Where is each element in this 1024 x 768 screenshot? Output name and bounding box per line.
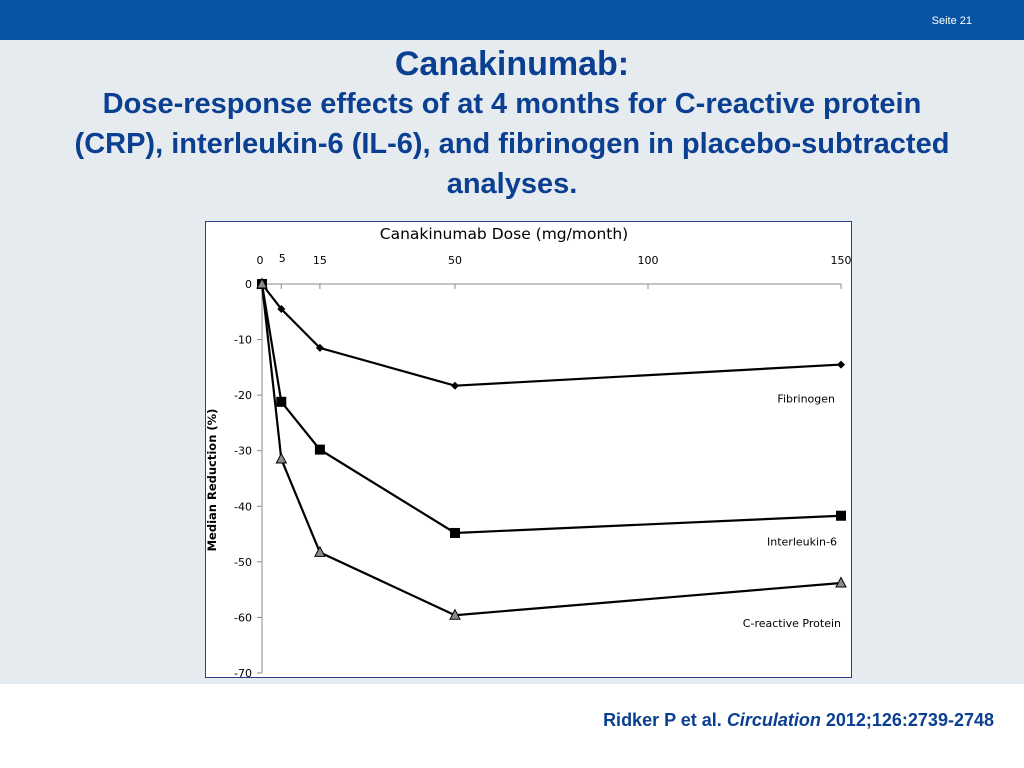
y-axis-label: Median Reduction (%) [206, 409, 219, 552]
series-line [260, 283, 842, 617]
citation-ref: 2012;126:2739-2748 [825, 710, 994, 730]
data-point-marker [256, 277, 268, 289]
x-tick-label: 50 [448, 254, 462, 267]
y-tick-label: -70 [234, 667, 252, 677]
data-point-marker [837, 360, 845, 369]
chart-title: Canakinumab Dose (mg/month) [380, 225, 628, 243]
x-tick-label: 5 [279, 252, 286, 265]
series-label: Fibrinogen [777, 393, 835, 406]
x-tick-label: 100 [638, 254, 659, 267]
data-point-marker [835, 576, 847, 588]
dose-response-chart: Canakinumab Dose (mg/month) Median Reduc… [206, 225, 852, 677]
data-point-marker [276, 396, 287, 407]
data-point-marker [451, 381, 459, 390]
chart-frame: Canakinumab Dose (mg/month) Median Reduc… [205, 221, 852, 678]
data-point-marker [315, 343, 324, 352]
citation: Ridker P et al. Circulation 2012;126:273… [603, 710, 994, 731]
series-label: Interleukin-6 [767, 536, 837, 549]
data-point-marker [314, 444, 325, 455]
y-tick-label: -50 [234, 556, 252, 569]
y-tick-label: -30 [234, 445, 252, 458]
y-tick-label: 0 [245, 278, 252, 291]
data-point-marker [277, 305, 286, 314]
series-line [260, 283, 842, 535]
citation-journal: Circulation [726, 710, 821, 730]
slide-title: Canakinumab: [394, 45, 630, 83]
y-tick-label: -60 [234, 611, 252, 624]
top-bar: Seite 21 [0, 0, 1024, 40]
title-block: Canakinumab: Dose-response effects of at… [0, 44, 1024, 204]
series-label: C-reactive Protein [743, 617, 841, 630]
data-point-marker [314, 545, 326, 557]
data-point-marker [449, 608, 461, 620]
data-point-marker [275, 452, 288, 464]
data-point-marker [450, 527, 460, 538]
x-tick-label: 0 [257, 254, 264, 267]
slide-number: Seite 21 [931, 15, 972, 27]
data-point-marker [836, 510, 846, 521]
y-tick-label: -10 [234, 334, 252, 347]
slide-subtitle: Dose-response effects of at 4 months for… [74, 88, 950, 200]
y-tick-label: -40 [234, 500, 252, 513]
series-line [261, 283, 842, 387]
x-tick-label: 15 [313, 254, 327, 267]
citation-authors: Ridker P et al. [603, 710, 722, 730]
x-tick-label: 150 [831, 254, 852, 267]
y-tick-label: -20 [234, 389, 252, 402]
bottom-band [0, 684, 1024, 768]
